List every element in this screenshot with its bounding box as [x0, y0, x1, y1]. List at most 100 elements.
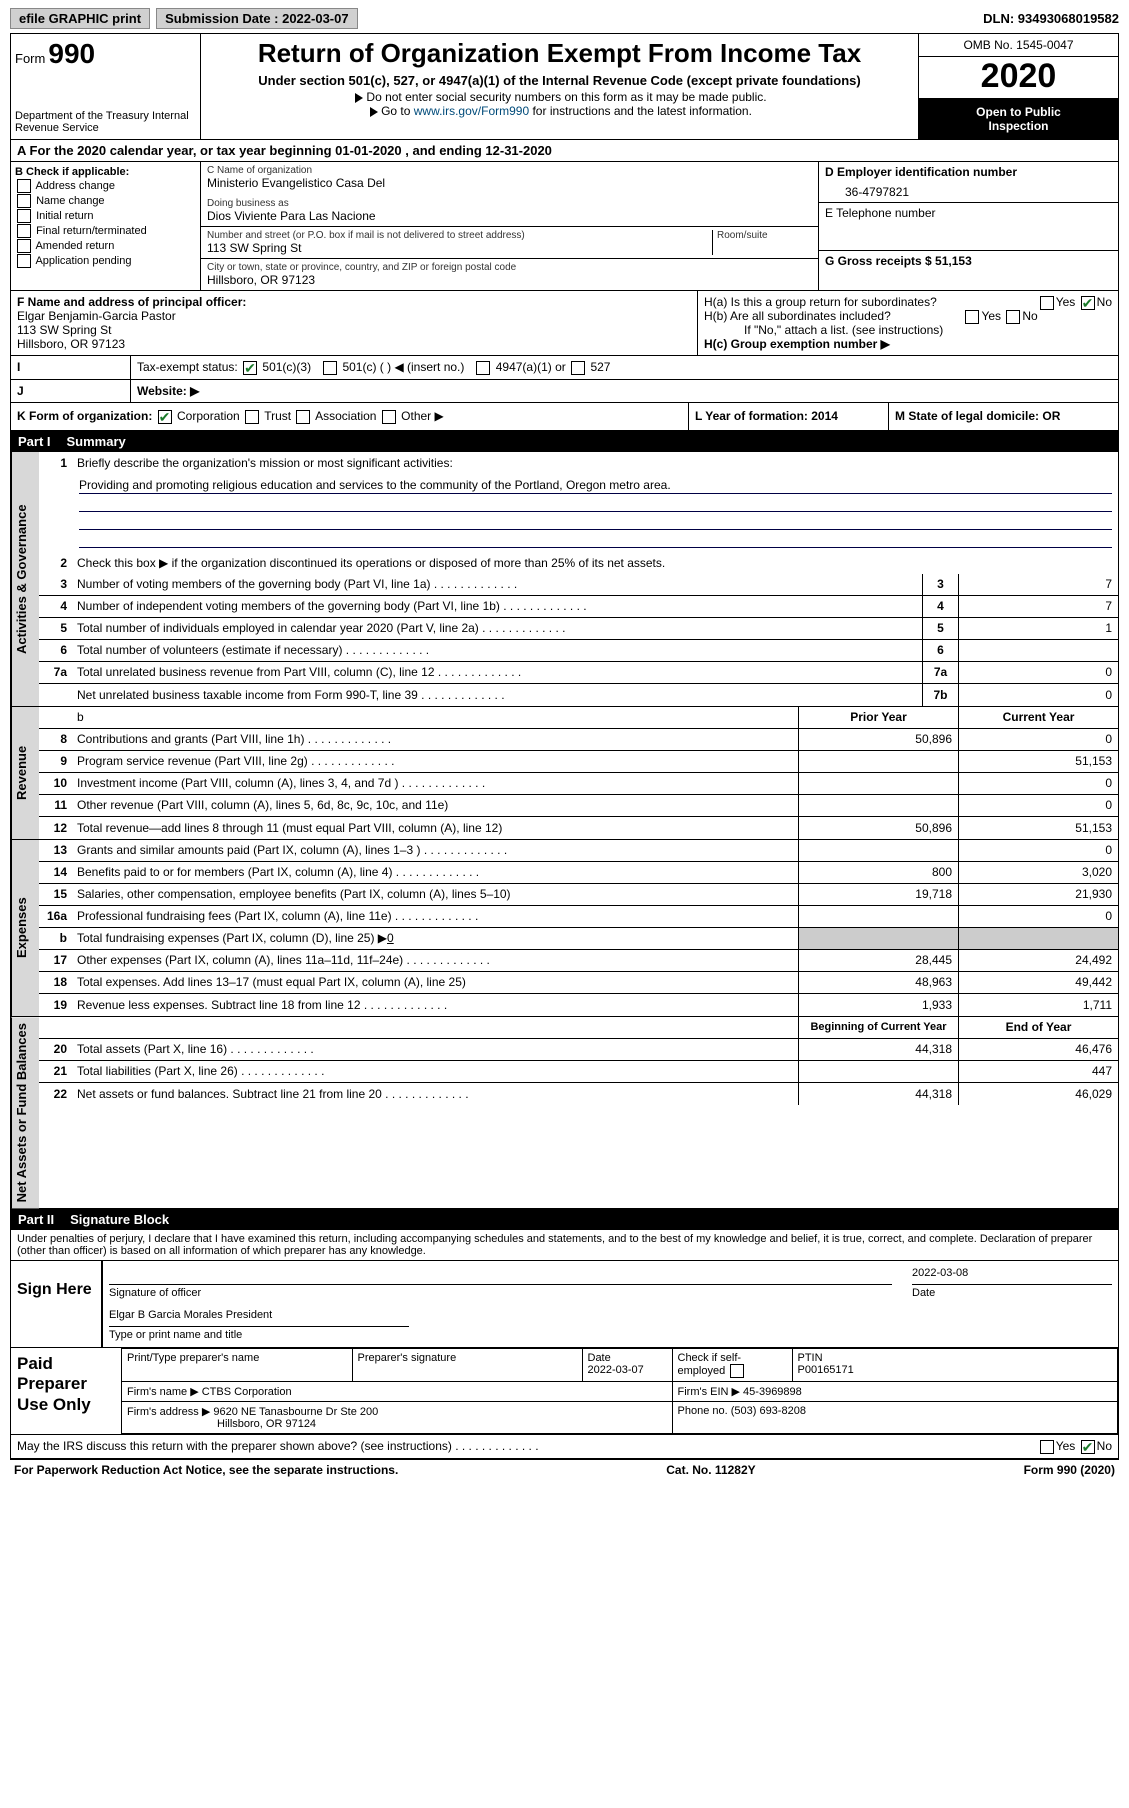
- note-goto-suffix: for instructions and the latest informat…: [529, 104, 752, 118]
- sig-name: Elgar B Garcia Morales President: [109, 1309, 409, 1327]
- line-2: Check this box ▶ if the organization dis…: [73, 554, 1118, 572]
- label-dba: Doing business as: [207, 198, 812, 209]
- penalty-text: Under penalties of perjury, I declare th…: [10, 1230, 1119, 1261]
- summary-net-assets: Net Assets or Fund Balances Beginning of…: [10, 1017, 1119, 1209]
- section-b-c-d: B Check if applicable: Address change Na…: [10, 162, 1119, 291]
- label-officer: F Name and address of principal officer:: [17, 295, 246, 309]
- form-number: 990: [48, 38, 95, 69]
- sig-date-label: Date: [912, 1287, 1112, 1299]
- val-15p: 19,718: [798, 884, 958, 905]
- line-1: Briefly describe the organization's miss…: [73, 454, 1118, 472]
- tax-exempt-label: Tax-exempt status:: [137, 360, 238, 374]
- checkbox-self-employed[interactable]: [730, 1364, 744, 1378]
- note-goto: Go to: [381, 104, 414, 118]
- line-13: Grants and similar amounts paid (Part IX…: [73, 841, 798, 859]
- checkbox-501c[interactable]: [323, 361, 337, 375]
- val-12p: 50,896: [798, 817, 958, 839]
- city-state-zip: Hillsboro, OR 97123: [207, 273, 812, 287]
- summary-expenses: Expenses 13Grants and similar amounts pa…: [10, 840, 1119, 1017]
- ptin-label: PTIN: [798, 1352, 1113, 1364]
- checkbox-association[interactable]: [296, 410, 310, 424]
- val-16ap: [798, 906, 958, 927]
- vstrip-activities: Activities & Governance: [11, 452, 39, 706]
- val-18c: 49,442: [958, 972, 1118, 993]
- k-label: K Form of organization:: [17, 409, 152, 423]
- checkbox-initial-return[interactable]: [17, 209, 31, 223]
- val-3: 7: [958, 574, 1118, 595]
- checkbox-hb-no[interactable]: [1006, 310, 1020, 324]
- summary-revenue: Revenue bPrior YearCurrent Year 8Contrib…: [10, 707, 1119, 840]
- tax-year: 2020: [919, 57, 1118, 99]
- checkbox-4947[interactable]: [476, 361, 490, 375]
- checkbox-final-return[interactable]: [17, 224, 31, 238]
- line-17: Other expenses (Part IX, column (A), lin…: [73, 951, 798, 969]
- line-3: Number of voting members of the governin…: [73, 575, 922, 593]
- checkbox-501c3[interactable]: [243, 361, 257, 375]
- checkbox-ha-no[interactable]: [1081, 296, 1095, 310]
- checkbox-discuss-no[interactable]: [1081, 1440, 1095, 1454]
- summary-activities: Activities & Governance 1Briefly describ…: [10, 452, 1119, 707]
- val-8p: 50,896: [798, 729, 958, 750]
- val-18p: 48,963: [798, 972, 958, 993]
- line-5: Total number of individuals employed in …: [73, 619, 922, 637]
- line-22: Net assets or fund balances. Subtract li…: [73, 1085, 798, 1103]
- val-9p: [798, 751, 958, 772]
- checkbox-application-pending[interactable]: [17, 254, 31, 268]
- label-ein: D Employer identification number: [825, 165, 1017, 179]
- checkbox-hb-yes[interactable]: [965, 310, 979, 324]
- val-9c: 51,153: [958, 751, 1118, 772]
- form-prefix: Form: [15, 51, 45, 66]
- efile-button[interactable]: efile GRAPHIC print: [10, 8, 150, 29]
- val-10p: [798, 773, 958, 794]
- val-19c: 1,711: [958, 994, 1118, 1016]
- sig-type-label: Type or print name and title: [109, 1329, 1112, 1341]
- checkbox-corporation[interactable]: [158, 410, 172, 424]
- val-6: [958, 640, 1118, 661]
- line-19: Revenue less expenses. Subtract line 18 …: [73, 996, 798, 1014]
- checkbox-discuss-yes[interactable]: [1040, 1440, 1054, 1454]
- checkbox-ha-yes[interactable]: [1040, 296, 1054, 310]
- note-ssn: Do not enter social security numbers on …: [366, 90, 766, 104]
- row-j: J Website: ▶: [10, 380, 1119, 403]
- val-13c: 0: [958, 840, 1118, 861]
- checkbox-name-change[interactable]: [17, 194, 31, 208]
- website-label: Website: ▶: [137, 384, 199, 398]
- form-subtitle: Under section 501(c), 527, or 4947(a)(1)…: [205, 73, 914, 88]
- line-20: Total assets (Part X, line 16): [73, 1040, 798, 1058]
- hdr-current-year: Current Year: [958, 707, 1118, 728]
- hdr-boy: Beginning of Current Year: [798, 1017, 958, 1038]
- irs-link[interactable]: www.irs.gov/Form990: [414, 104, 529, 118]
- box-b-header: B Check if applicable:: [15, 166, 129, 178]
- checkbox-amended-return[interactable]: [17, 239, 31, 253]
- h-b-label: H(b) Are all subordinates included?: [704, 309, 891, 323]
- footer-mid: Cat. No. 11282Y: [666, 1463, 755, 1477]
- line-16a: Professional fundraising fees (Part IX, …: [73, 907, 798, 925]
- checkbox-527[interactable]: [571, 361, 585, 375]
- dln-text: DLN: 93493068019582: [983, 11, 1119, 26]
- val-15c: 21,930: [958, 884, 1118, 905]
- form-header: Form 990 Department of the Treasury Inte…: [10, 33, 1119, 140]
- line-7a: Total unrelated business revenue from Pa…: [73, 663, 922, 681]
- vstrip-expenses: Expenses: [11, 840, 39, 1016]
- m-state: M State of legal domicile: OR: [895, 409, 1060, 423]
- checkbox-trust[interactable]: [245, 410, 259, 424]
- dba-name: Dios Viviente Para Las Nacione: [207, 209, 812, 223]
- checkbox-other[interactable]: [382, 410, 396, 424]
- label-telephone: E Telephone number: [825, 206, 1112, 220]
- val-22p: 44,318: [798, 1083, 958, 1105]
- sig-officer-label: Signature of officer: [109, 1287, 892, 1299]
- part-2-header: Part II Signature Block: [10, 1209, 1119, 1230]
- submission-date-button[interactable]: Submission Date : 2022-03-07: [156, 8, 358, 29]
- vstrip-revenue: Revenue: [11, 707, 39, 839]
- sign-here-label: Sign Here: [11, 1261, 101, 1347]
- officer-name: Elgar Benjamin-Garcia Pastor: [17, 309, 691, 323]
- row-f-h: F Name and address of principal officer:…: [10, 291, 1119, 356]
- form-title: Return of Organization Exempt From Incom…: [205, 38, 914, 69]
- firm-ein: Firm's EIN ▶ 45-3969898: [672, 1382, 1118, 1402]
- firm-address-2: Hillsboro, OR 97124: [127, 1418, 667, 1430]
- street-address: 113 SW Spring St: [207, 241, 712, 255]
- firm-phone: Phone no. (503) 693-8208: [672, 1402, 1118, 1434]
- h-c-label: H(c) Group exemption number ▶: [704, 337, 890, 351]
- line-12: Total revenue—add lines 8 through 11 (mu…: [73, 819, 798, 837]
- checkbox-address-change[interactable]: [17, 179, 31, 193]
